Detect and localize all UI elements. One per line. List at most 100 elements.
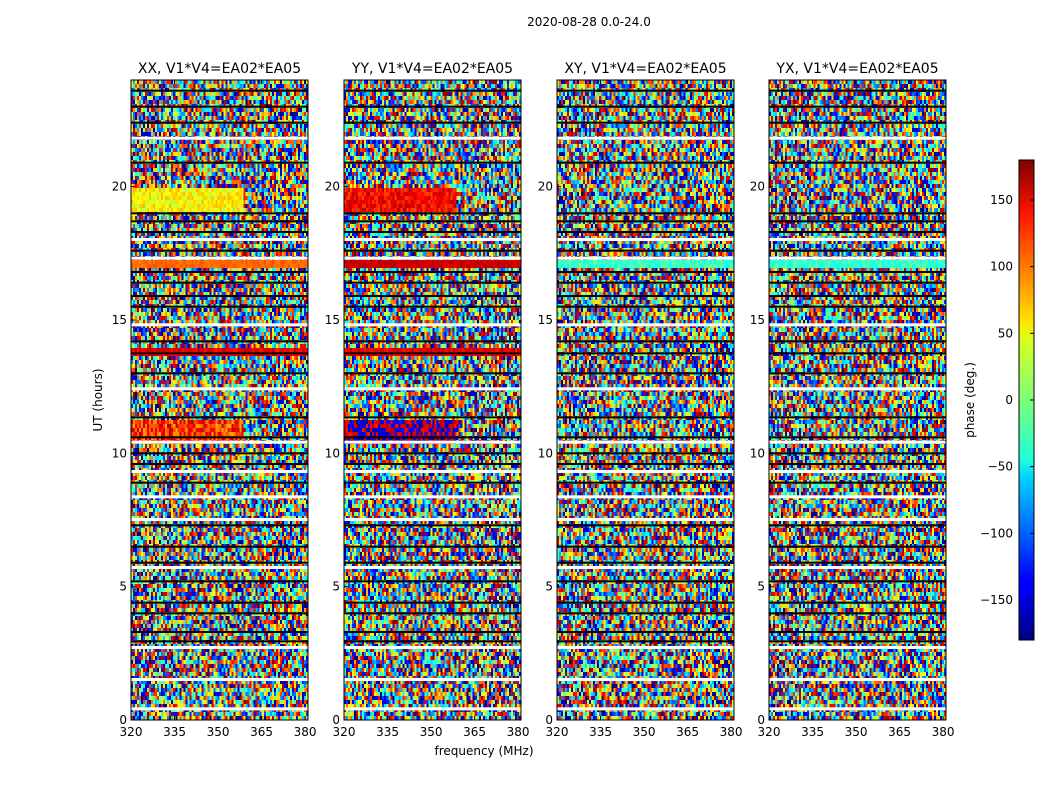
y-tick-label: 0 <box>757 713 765 727</box>
flag-gap <box>769 387 946 391</box>
flag-gap <box>769 238 946 241</box>
flag-line <box>131 580 308 583</box>
flag-gap <box>131 136 308 140</box>
flag-line <box>344 271 521 273</box>
flag-line <box>557 580 734 583</box>
x-tick-label: 350 <box>633 725 656 739</box>
flag-line <box>344 561 521 564</box>
y-axis-label: UT (hours) <box>91 368 105 431</box>
flag-line <box>769 452 946 455</box>
flag-line <box>344 463 521 465</box>
flag-line <box>344 631 521 633</box>
panel-3: XY, V1*V4=EA02*EA05 320 335 350 365 380 0 5 10 15… <box>538 61 743 739</box>
flag-line <box>131 640 308 643</box>
flag-line <box>344 161 521 164</box>
flag-gap <box>131 387 308 391</box>
flag-line <box>131 161 308 164</box>
flag-line <box>769 601 946 604</box>
y-tick-label: 15 <box>538 313 553 327</box>
flag-line <box>557 436 734 439</box>
flag-line <box>131 452 308 455</box>
flag-gap <box>557 256 734 260</box>
flag-gap <box>557 707 734 711</box>
flag-line <box>131 231 308 233</box>
flag-line <box>344 452 521 455</box>
flag-gap <box>131 518 308 521</box>
panel-title: XX, V1*V4=EA02*EA05 <box>138 61 301 77</box>
flag-line <box>557 561 734 564</box>
flag-line <box>769 463 946 465</box>
flag-line <box>344 640 521 643</box>
phase-heatmap-4 <box>769 80 946 720</box>
flag-gap <box>557 495 734 499</box>
colorbar-ticks: −150 −100 −50 0 50 100 150 <box>980 193 1034 607</box>
y-tick-label: 15 <box>325 313 340 327</box>
flag-gap <box>131 646 308 649</box>
flag-gap <box>769 256 946 260</box>
flag-line <box>131 352 308 355</box>
colorbar-label: phase (deg.) <box>963 362 977 438</box>
flag-line <box>344 105 521 108</box>
flag-line <box>557 231 734 233</box>
flag-gap <box>769 566 946 569</box>
flag-gap <box>769 646 946 649</box>
x-tick-label: 350 <box>420 725 443 739</box>
x-tick-label: 380 <box>507 725 530 739</box>
y-tick-label: 20 <box>538 180 553 194</box>
colorbar-tick-label: −100 <box>980 526 1013 540</box>
flag-line <box>557 452 734 455</box>
flag-line <box>344 121 521 124</box>
x-tick-label: 350 <box>845 725 868 739</box>
flag-gap <box>344 470 521 473</box>
panel-frame <box>556 79 735 721</box>
flag-gap <box>131 256 308 260</box>
flag-line <box>557 281 734 284</box>
flag-gap <box>557 387 734 391</box>
flag-line <box>557 640 734 643</box>
flag-gap <box>557 440 734 444</box>
flag-gap <box>131 440 308 444</box>
flag-line <box>769 640 946 643</box>
x-tick-label: 365 <box>463 725 486 739</box>
phase-heatmap-3 <box>557 80 734 720</box>
flag-gap <box>769 707 946 711</box>
colorbar-tick-label: 150 <box>990 193 1013 207</box>
flag-line <box>344 352 521 355</box>
flag-line <box>344 340 521 343</box>
figure-title: 2020-08-28 0.0-24.0 <box>527 15 651 29</box>
flag-gap <box>769 470 946 473</box>
flag-line <box>557 481 734 484</box>
flag-gap <box>557 566 734 569</box>
flag-line <box>769 631 946 633</box>
panel-title: YY, V1*V4=EA02*EA05 <box>351 61 513 77</box>
x-tick-label: 380 <box>294 725 317 739</box>
flag-line <box>131 220 308 223</box>
y-tick-label: 0 <box>545 713 553 727</box>
flag-line <box>769 612 946 615</box>
x-tick-label: 365 <box>250 725 273 739</box>
flag-line <box>557 295 734 297</box>
flag-gap <box>131 678 308 681</box>
flag-gap <box>344 678 521 681</box>
flag-gap <box>344 646 521 649</box>
flag-line <box>769 249 946 252</box>
panel-1: XX, V1*V4=EA02*EA05 320 335 350 365 380 0 5 10 15… <box>112 61 317 739</box>
flag-line <box>769 352 946 355</box>
flag-line <box>557 352 734 355</box>
flag-line <box>344 545 521 548</box>
flag-line <box>769 231 946 233</box>
flag-line <box>769 416 946 419</box>
y-tick-label: 20 <box>325 180 340 194</box>
flag-line <box>557 305 734 308</box>
flag-line <box>131 89 308 92</box>
flag-line <box>769 212 946 215</box>
phase-heatmap-2 <box>344 80 521 720</box>
y-tick-label: 10 <box>325 446 340 460</box>
flag-line <box>131 295 308 297</box>
flag-line <box>344 524 521 527</box>
flag-gap <box>557 238 734 241</box>
flag-line <box>344 481 521 484</box>
flag-line <box>344 249 521 252</box>
colorbar-tick-label: −50 <box>988 460 1013 474</box>
